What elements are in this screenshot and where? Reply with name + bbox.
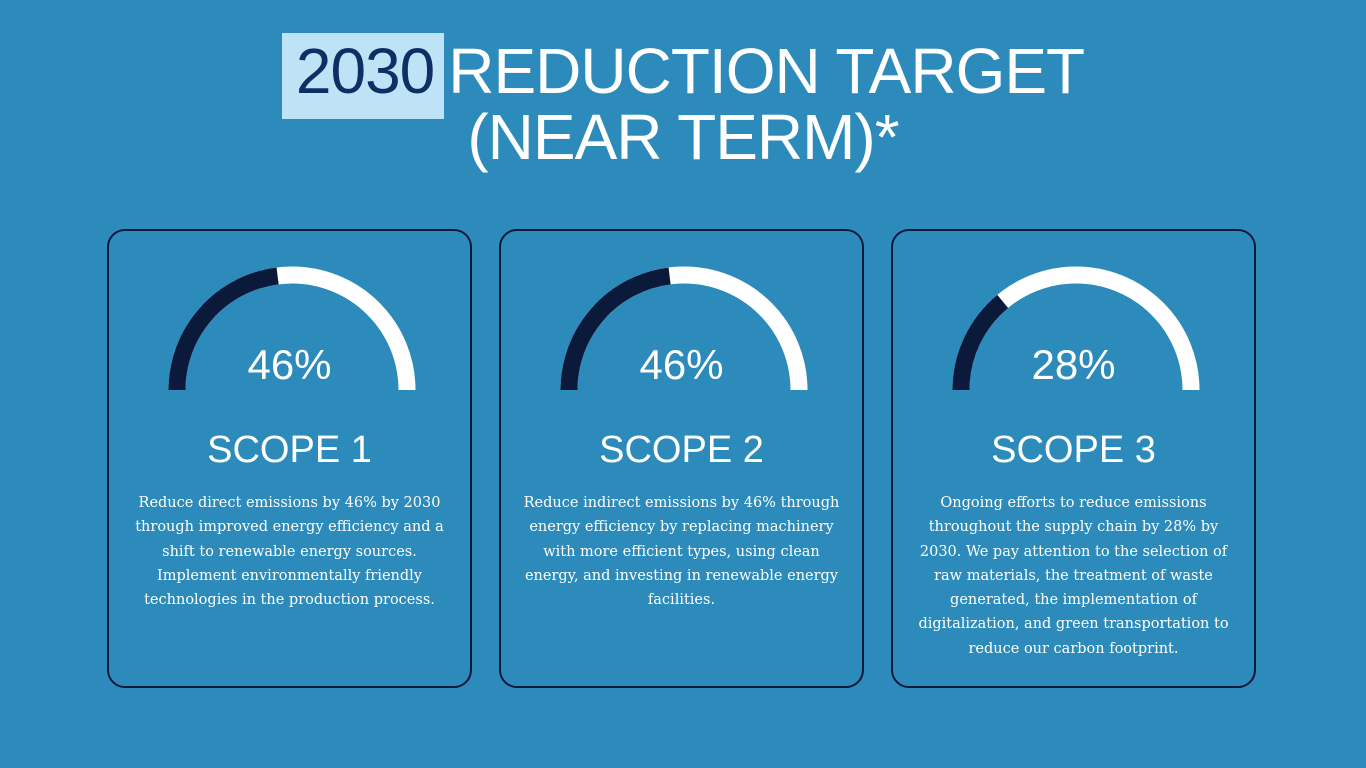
progress-gauge (560, 266, 808, 391)
scope-title: SCOPE 2 (599, 429, 764, 471)
scope-description: Reduce indirect emissions by 46% through… (523, 495, 840, 609)
percent-label: 46% (247, 341, 332, 388)
scope-title: SCOPE 1 (207, 429, 372, 471)
percent-label: 28% (1031, 341, 1116, 388)
scope-description: Reduce direct emissions by 46% by 2030 t… (135, 495, 444, 609)
gauge-fill (952, 294, 1009, 391)
page-title: 2030 REDUCTION TARGET (NEAR TERM)* (0, 33, 1366, 173)
scope-description: Ongoing efforts to reduce emissions thro… (918, 495, 1229, 657)
scope-card: 46% SCOPE 1 Reduce direct emissions by 4… (107, 229, 472, 688)
scope-card: 28% SCOPE 3 Ongoing efforts to reduce em… (891, 229, 1256, 688)
progress-gauge (952, 266, 1200, 391)
scope-card: 46% SCOPE 2 Reduce indirect emissions by… (499, 229, 864, 688)
progress-gauge (168, 266, 416, 391)
percent-label: 46% (639, 341, 724, 388)
gauge-fill (168, 267, 279, 391)
gauge-fill (560, 267, 671, 391)
scope-title: SCOPE 3 (991, 429, 1156, 471)
title-highlight: 2030 (281, 33, 445, 119)
title-line1: REDUCTION TARGET (448, 35, 1085, 107)
title-line2: (NEAR TERM)* (467, 101, 899, 173)
